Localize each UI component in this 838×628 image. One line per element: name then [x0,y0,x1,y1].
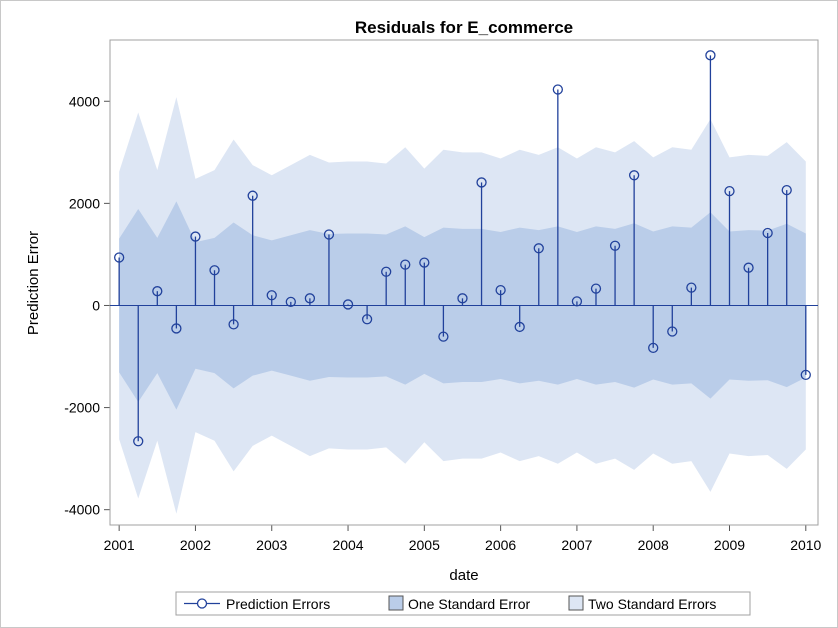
legend-label: Two Standard Errors [588,596,716,612]
x-tick-label: 2002 [180,537,211,553]
point [667,326,678,337]
y-tick-label: 2000 [69,195,100,211]
point [266,290,277,301]
point [781,184,792,196]
point [171,323,182,334]
point [571,296,583,307]
x-tick-label: 2010 [790,537,821,553]
point [133,436,144,447]
point [762,227,773,239]
point [457,293,468,304]
point [533,243,544,254]
point [628,170,640,181]
x-axis-label: date [449,567,478,584]
plot-frame [109,39,819,526]
chart-title: Residuals for E_commerce [355,18,573,37]
point [400,259,411,270]
point [705,50,716,61]
legend-label: One Standard Error [408,596,531,612]
legend-swatch [568,595,584,611]
legend-box [175,591,751,616]
point [323,229,335,240]
point [285,296,296,308]
point [438,331,449,342]
point [686,282,697,293]
point [476,177,487,188]
x-tick-label: 2003 [256,537,287,553]
x-tick-label: 2008 [638,537,669,553]
point [609,240,621,251]
point [209,265,220,276]
point [361,314,373,325]
legend-marker [196,598,208,609]
point [419,257,430,268]
point [648,342,659,353]
y-tick-label: -4000 [64,502,100,518]
y-tick-label: 4000 [69,93,100,109]
x-tick-label: 2009 [714,537,745,553]
legend-swatch [388,595,404,611]
point [743,262,754,273]
point [114,252,125,263]
point [304,293,316,304]
point [190,231,201,242]
band-lower [119,305,806,410]
point [247,190,258,201]
point [342,299,354,310]
point [228,319,239,330]
point [152,286,163,297]
x-tick-label: 2004 [332,537,363,553]
point [552,84,563,95]
legend-label: Prediction Errors [226,596,330,612]
point [381,266,392,277]
x-tick-label: 2001 [104,537,135,553]
point [495,285,506,296]
x-tick-label: 2007 [561,537,592,553]
y-axis-label: Prediction Error [25,231,42,335]
point [724,185,735,197]
point [800,369,811,381]
point [514,321,525,333]
x-tick-label: 2005 [409,537,440,553]
x-tick-label: 2006 [485,537,516,553]
point [590,283,602,294]
y-tick-label: -2000 [64,400,100,416]
y-tick-label: 0 [92,297,100,313]
